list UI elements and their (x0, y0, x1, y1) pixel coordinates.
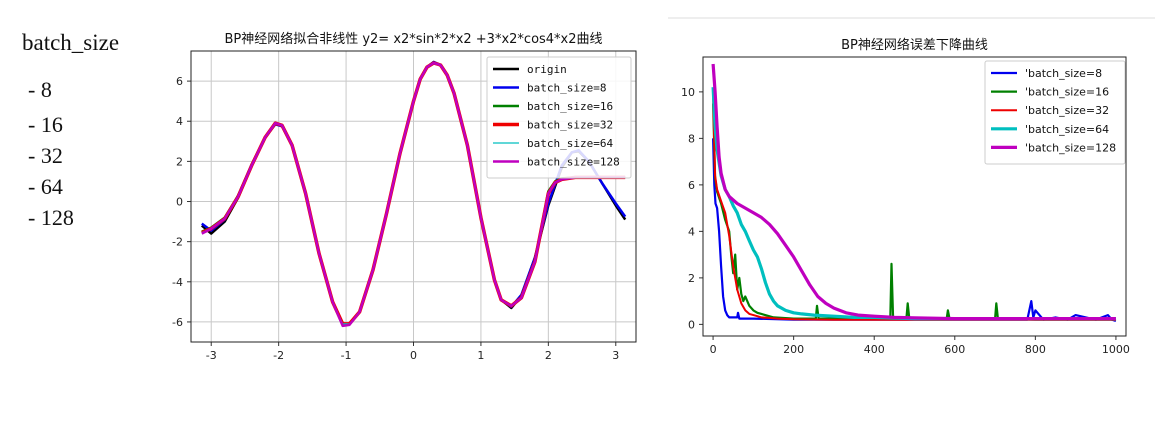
y-tick-label: 6 (176, 75, 183, 88)
legend-box (486, 56, 632, 179)
plot-frame (702, 56, 1127, 337)
y-tick-label: 4 (176, 115, 183, 128)
legend: 'batch_size=8 'batch_size=16 'batch_size=3… (984, 60, 1126, 165)
series-line (711, 63, 1116, 321)
batch-size-heading: batch_size (22, 30, 120, 55)
batch-size-item: - 32 (28, 143, 63, 168)
legend-label: 'batch_size=16 (1025, 86, 1109, 99)
legend-label: 'batch_size=64 (1025, 123, 1109, 136)
legend-label: 'batch_size=32 (1025, 104, 1109, 117)
legend-label: batch_size=32 (527, 119, 613, 132)
x-tick-label: 0 (710, 343, 717, 356)
x-tick-label: -2 (273, 349, 284, 362)
batch-size-item: - 16 (28, 112, 63, 137)
plot-frame (190, 50, 637, 343)
x-tick-label: 0 (410, 349, 417, 362)
legend-box (984, 60, 1126, 165)
batch-size-note: batch_size - 8 - 16 - 32 - 64 - 128 (0, 0, 170, 300)
series-line (201, 61, 626, 328)
y-tick-label: 8 (688, 132, 695, 145)
y-tick-label: 2 (688, 272, 695, 285)
x-tick-label: 3 (612, 349, 619, 362)
legend-label: 'batch_size=8 (1025, 67, 1102, 80)
y-tick-label: -4 (172, 276, 183, 289)
legend-label: batch_size=8 (527, 82, 606, 95)
x-tick-label: 1 (477, 349, 484, 362)
x-tick-label: 1000 (1102, 343, 1130, 356)
legend-label: batch_size=16 (527, 100, 613, 113)
y-tick-label: 4 (688, 225, 695, 238)
x-tick-label: -3 (206, 349, 217, 362)
y-tick-label: 6 (688, 179, 695, 192)
batch-size-item: - 128 (28, 205, 74, 230)
x-tick-label: 800 (1025, 343, 1046, 356)
y-tick-label: 0 (688, 318, 695, 331)
legend-label: batch_size=128 (527, 156, 620, 169)
x-tick-label: 200 (783, 343, 804, 356)
legend-label: 'batch_size=128 (1025, 141, 1116, 154)
x-tick-label: 2 (545, 349, 552, 362)
y-tick-label: 0 (176, 196, 183, 209)
y-tick-label: -6 (172, 316, 183, 329)
x-tick-label: 400 (864, 343, 885, 356)
chart-title: BP神经网络拟合非线性 y2= x2*sin*2*x2 +3*x2*cos4*x… (224, 31, 602, 47)
y-tick-label: 10 (681, 86, 695, 99)
x-tick-label: 600 (944, 343, 965, 356)
y-tick-label: 2 (176, 155, 183, 168)
legend: origin batch_size=8 batch_size=16 batch_siz… (486, 56, 632, 179)
series-line (712, 96, 1116, 321)
x-tick-label: -1 (341, 349, 352, 362)
legend-label: batch_size=64 (527, 137, 613, 150)
chart-title: BP神经网络误差下降曲线 (841, 37, 988, 53)
y-tick-label: -2 (172, 236, 183, 249)
batch-size-item: - 8 (28, 77, 52, 102)
batch-size-item: - 64 (28, 174, 63, 199)
legend-label: origin (527, 63, 567, 76)
